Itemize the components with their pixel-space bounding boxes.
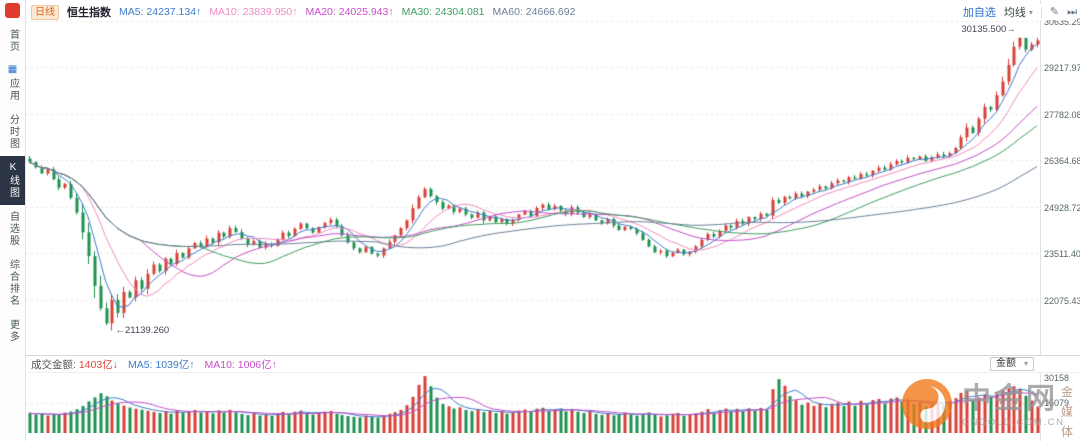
sidebar-item-apps[interactable]: ▦ 应用 bbox=[0, 59, 25, 108]
low-price-annotation: ←21139.260 bbox=[115, 325, 170, 337]
volume-axis-label: 15079 bbox=[1044, 398, 1070, 408]
price-axis-label: 24928.72 bbox=[1044, 203, 1080, 213]
ma-values: MA5: 24237.134↑ MA10: 23839.950↑ MA20: 240… bbox=[119, 6, 575, 18]
volume-amount: 成交金额: 1403亿↓ bbox=[31, 357, 118, 372]
sidebar-item-label: 首页 bbox=[7, 29, 19, 53]
price-axis-label: 29217.97 bbox=[1044, 63, 1080, 73]
price-axis-label: 30635.29 bbox=[1044, 17, 1080, 27]
caret-down-icon: ▾ bbox=[1028, 7, 1033, 17]
kline-chart-canvas[interactable] bbox=[26, 0, 1040, 354]
volume-dropdown-label: 金额 bbox=[995, 358, 1016, 369]
ma-dropdown-label: 均线 bbox=[1003, 7, 1026, 19]
add-watchlist-button[interactable]: 加自选 bbox=[962, 7, 996, 19]
sidebar: 首页 ▦ 应用分时图 K线图自选股综合排名更多 bbox=[0, 0, 26, 441]
volume-value: 1403亿↓ bbox=[78, 358, 118, 371]
volume-header: 成交金额: 1403亿↓ MA5: 1039亿↑ MA10: 1006亿↑ 金额… bbox=[26, 355, 1080, 373]
ma-value-5: MA5: 24237.134↑ bbox=[119, 6, 202, 18]
watermark-tagline: 金媒体 bbox=[1061, 383, 1073, 440]
sidebar-item-watchlist[interactable]: 自选股 bbox=[0, 205, 25, 253]
sidebar-item-kline-chart[interactable]: K线图 bbox=[0, 156, 25, 205]
volume-chart-canvas[interactable] bbox=[26, 373, 1040, 433]
volume-type-dropdown[interactable]: 金额 ▾ bbox=[989, 357, 1034, 371]
chart-info-bar: 日线 恒生指数 MA5: 24237.134↑ MA10: 23839.950↑ M… bbox=[31, 4, 575, 20]
expand-icon[interactable]: ⏭ bbox=[1067, 5, 1077, 18]
symbol-name: 恒生指数 bbox=[67, 7, 111, 19]
draw-tool-icon[interactable]: ✎ bbox=[1049, 5, 1060, 18]
ma-value-60: MA60: 24666.692 bbox=[492, 6, 576, 18]
price-axis-label: 22075.43 bbox=[1044, 296, 1080, 306]
price-axis-label: 26364.68 bbox=[1044, 156, 1080, 166]
sidebar-item-label: K线图 bbox=[7, 162, 19, 199]
apps-icon: ▦ bbox=[7, 64, 18, 75]
app-logo-icon[interactable] bbox=[5, 3, 20, 18]
volume-axis-label: 30158 bbox=[1044, 373, 1070, 383]
sidebar-items: 首页 ▦ 应用分时图 K线图自选股综合排名更多 bbox=[0, 23, 25, 349]
controls-divider bbox=[1040, 6, 1042, 18]
ma-value-20: MA20: 24025.943↑ bbox=[305, 6, 394, 18]
sidebar-item-label: 应用 bbox=[7, 78, 19, 102]
chart-controls: 加自选 均线 ▾ ✎ ⏭ bbox=[958, 4, 1077, 20]
sidebar-item-home[interactable]: 首页 bbox=[0, 23, 25, 59]
price-axis-label: 27782.08 bbox=[1044, 110, 1080, 120]
axis-separator bbox=[1040, 0, 1041, 441]
ma-value-10: MA10: 23839.950↑ bbox=[209, 6, 298, 18]
volume-ma10-value: MA10: 1006亿↑ bbox=[204, 358, 277, 371]
period-badge[interactable]: 日线 bbox=[31, 4, 59, 20]
volume-title: 成交金额: bbox=[31, 358, 76, 371]
sidebar-item-label: 更多 bbox=[7, 319, 19, 343]
sidebar-item-label: 综合排名 bbox=[7, 259, 19, 307]
sidebar-item-more[interactable]: 更多 bbox=[0, 313, 25, 349]
sidebar-item-label: 分时图 bbox=[7, 114, 19, 150]
high-price-annotation: 30135.500→ bbox=[961, 24, 1016, 36]
price-axis-label: 23511.40 bbox=[1044, 249, 1080, 259]
sidebar-item-label: 自选股 bbox=[7, 211, 19, 247]
sidebar-item-ranking[interactable]: 综合排名 bbox=[0, 253, 25, 313]
ma-value-30: MA30: 24304.081 bbox=[401, 6, 485, 18]
watermark-tagline-char: 体 bbox=[1061, 425, 1074, 439]
ma-settings-dropdown[interactable]: 均线 ▾ bbox=[1004, 4, 1033, 20]
caret-down-icon: ▾ bbox=[1023, 359, 1028, 368]
volume-ma5-value: MA5: 1039亿↑ bbox=[127, 358, 195, 371]
sidebar-item-time-chart[interactable]: 分时图 bbox=[0, 108, 25, 156]
